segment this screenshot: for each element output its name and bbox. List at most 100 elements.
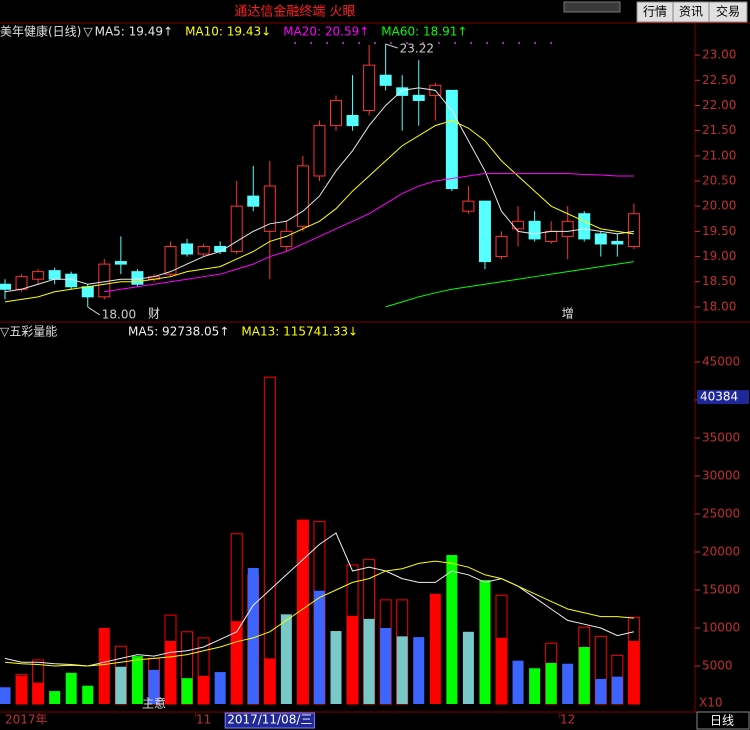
volume-bar [148,669,160,704]
volume-bar [380,627,392,704]
volume-bar [214,672,226,704]
volume-bar [264,658,276,704]
candle-body [561,220,574,237]
volume-bar [231,621,243,704]
legend-entry: MA20: 20.59↑ [283,25,369,39]
legend-entry: MA5: 19.49↑ [95,25,173,39]
y-tick-label: 45000 [702,354,740,368]
cursor-value-box [697,390,749,405]
ma-line [385,261,634,308]
decor-dot [470,42,472,44]
candle-body [330,99,342,127]
chart-title: ▽五彩量能 [0,325,57,339]
decor-dot [310,42,312,44]
candle-body [230,205,243,253]
candle-body [627,213,640,247]
volume-bar [446,555,458,704]
high-label: 23.22 [400,42,434,56]
button-label[interactable]: 行情 [643,5,667,19]
ma-line [4,120,634,303]
button[interactable] [708,1,748,23]
cursor-value: 40384 [700,390,738,404]
scroll-widget[interactable] [563,1,621,13]
volume-bar [595,678,607,704]
y-tick-label: 22.00 [702,98,736,112]
legend-symbol: ▽ [83,25,93,39]
legend-entry: MA10: 19.43↓ [185,25,271,39]
volume-bar [611,676,623,704]
y-tick-label: 18.00 [702,299,736,313]
volume-bar [413,637,425,704]
legend-entry: MA5: 92738.05↑ [128,325,229,339]
app-title: 通达信金融终端 火眼 [234,4,355,20]
label-leader [385,43,398,49]
volume-bar [529,668,541,704]
period-box[interactable] [696,711,750,730]
volume-bar [462,631,474,704]
volume-bar [0,687,11,704]
candle-body [131,271,144,285]
volume-bar [98,627,110,704]
volume-bar [165,640,176,704]
candle-body [32,271,45,280]
volume-bar [280,614,292,704]
candle-body [545,230,558,242]
candle-body [611,240,624,245]
button-label[interactable]: 资讯 [679,5,703,19]
volume-bar [49,691,61,704]
volume-bar [496,637,507,704]
period-label[interactable]: 日线 [710,714,734,728]
candle-body [313,125,326,177]
volume-bar [247,567,259,704]
candle-body [263,185,276,232]
candle-body [396,87,409,96]
y-tick-label: 23.00 [702,48,736,62]
ma-line [4,532,635,667]
candle-body [412,94,425,101]
candle-body [114,261,127,265]
volume-bar [115,666,127,704]
chart-title: 美年健康(日线) [0,24,81,39]
volume-bar [32,682,44,704]
volume-bar [628,640,640,704]
candle-body [164,245,177,275]
candle-body [528,220,541,240]
legend-entry: MA60: 18.91↑ [381,25,467,39]
volume-bar [131,656,143,704]
button-label[interactable]: 交易 [716,4,740,19]
candle-body [379,74,392,86]
decor-dot [534,42,536,44]
candle-body [578,213,591,240]
y-tick-label: 35000 [702,430,740,444]
decor-dot [406,42,408,44]
ma-line [104,172,634,293]
y-tick-label: 20000 [702,544,740,558]
candle-body [48,270,61,280]
candle-body [98,263,111,298]
volume-bar [429,593,441,704]
ma-line [4,560,634,667]
event-marker: 主意 [142,696,166,711]
candle-body [462,200,475,212]
decor-dot [518,42,520,44]
volume-bar [479,580,491,704]
decor-dot [390,42,392,44]
y-tick-label: 21.00 [702,148,736,162]
volume-bar [562,663,574,704]
decor-dot [454,42,456,44]
volume-bar [363,618,375,704]
event-marker: 增 [562,307,574,321]
x-tick-label: 11 [196,713,211,727]
candle-body [280,230,293,247]
volume-bar [313,590,325,704]
candle-body [363,64,376,111]
candle-body [495,235,508,258]
unit-label: X10 [699,696,723,710]
decor-dot [342,42,344,44]
cursor-date-box [224,712,315,729]
candle-body [247,195,260,207]
candle-body [346,115,359,127]
decor-dot [358,42,360,44]
decor-dot [502,42,504,44]
